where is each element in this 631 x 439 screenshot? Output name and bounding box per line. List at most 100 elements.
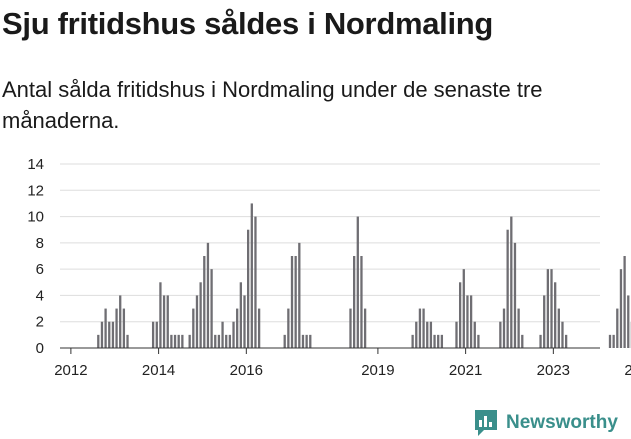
bar	[173, 334, 177, 348]
bar	[429, 321, 433, 348]
bar	[418, 308, 422, 348]
bar	[126, 334, 129, 348]
bar	[225, 334, 228, 348]
bar	[232, 321, 235, 348]
bar	[546, 269, 550, 348]
bar	[210, 269, 213, 348]
bar	[521, 334, 524, 348]
y-axis: 0 2 4 6 8 10 12 14	[27, 156, 44, 357]
bar	[214, 334, 217, 348]
bar	[455, 321, 458, 348]
bar	[426, 321, 429, 348]
x-tick-label: 2019	[361, 362, 394, 379]
bar	[422, 308, 425, 348]
bar	[433, 334, 436, 348]
bar	[170, 334, 173, 348]
page-title: Sju fritidshus såldes i Nordmaling	[2, 6, 494, 41]
bar	[155, 321, 158, 348]
bar	[151, 321, 155, 348]
bar	[162, 295, 166, 348]
bar	[287, 308, 290, 348]
bar-series	[97, 203, 631, 348]
bar	[228, 334, 232, 348]
x-tick-label: 2021	[449, 362, 482, 379]
bar	[217, 334, 221, 348]
bar	[309, 334, 312, 348]
bar	[550, 269, 553, 348]
bar	[458, 282, 462, 348]
bar	[469, 295, 473, 348]
bar	[283, 334, 286, 348]
bar	[543, 295, 546, 348]
bar	[506, 229, 509, 348]
y-tick-label: 6	[36, 261, 44, 278]
bar	[290, 256, 294, 348]
x-tick-label: 2012	[54, 362, 87, 379]
bar	[612, 334, 615, 348]
bar	[608, 334, 612, 348]
bar	[177, 334, 180, 348]
bar	[115, 308, 118, 348]
bar	[619, 269, 623, 348]
x-tick-label: 2016	[230, 362, 263, 379]
bar	[623, 256, 626, 348]
bar	[100, 321, 104, 348]
bar	[243, 295, 246, 348]
bar	[466, 295, 469, 348]
bar	[360, 256, 363, 348]
bar	[166, 295, 169, 348]
bar	[119, 295, 122, 348]
bar	[250, 203, 253, 348]
x-tick-label: 2014	[142, 362, 175, 379]
bar	[188, 334, 191, 348]
bar	[195, 295, 199, 348]
bar	[502, 308, 506, 348]
bar	[254, 216, 257, 348]
bar	[499, 321, 502, 348]
bar	[440, 334, 444, 348]
bar	[539, 334, 542, 348]
y-tick-label: 8	[36, 235, 44, 252]
bar	[104, 308, 107, 348]
bar	[616, 308, 619, 348]
bar	[510, 216, 513, 348]
bar	[203, 256, 206, 348]
bar	[111, 321, 115, 348]
y-tick-label: 10	[27, 209, 44, 226]
x-axis: 2012 2014 2016 2019 2021 2023 2025	[54, 347, 631, 379]
bar	[473, 321, 476, 348]
bar	[298, 242, 301, 348]
bar	[415, 321, 418, 348]
bar	[294, 256, 297, 348]
x-tick-label: 2025	[624, 362, 631, 379]
y-tick-label: 12	[27, 182, 44, 199]
bar	[349, 308, 352, 348]
newsworthy-icon	[475, 410, 497, 436]
chart-subtitle: Antal sålda fritidshus i Nordmaling unde…	[2, 77, 543, 133]
bar	[353, 256, 356, 348]
bar	[561, 321, 564, 348]
grid-lines	[60, 163, 600, 323]
newsworthy-logo: Newsworthy	[474, 407, 618, 439]
bar	[627, 295, 630, 348]
bar	[517, 308, 520, 348]
bar	[356, 216, 359, 348]
bar	[122, 308, 126, 348]
bar	[206, 242, 210, 348]
bar	[462, 269, 465, 348]
y-tick-label: 0	[36, 340, 44, 357]
bar	[181, 334, 184, 348]
bar	[513, 242, 517, 348]
bar	[199, 282, 202, 348]
bar	[108, 321, 111, 348]
x-tick-label: 2023	[537, 362, 570, 379]
bar	[192, 308, 195, 348]
bar	[239, 282, 242, 348]
bar	[411, 334, 414, 348]
y-tick-label: 14	[27, 156, 44, 173]
bar	[257, 308, 261, 348]
y-tick-label: 4	[36, 287, 44, 304]
bar-chart: 0 2 4 6 8 10 12 14 2012 2014 2016 2019 2021 2023 2025…	[27, 156, 631, 379]
y-tick-label: 2	[36, 314, 44, 331]
bar	[247, 229, 250, 348]
